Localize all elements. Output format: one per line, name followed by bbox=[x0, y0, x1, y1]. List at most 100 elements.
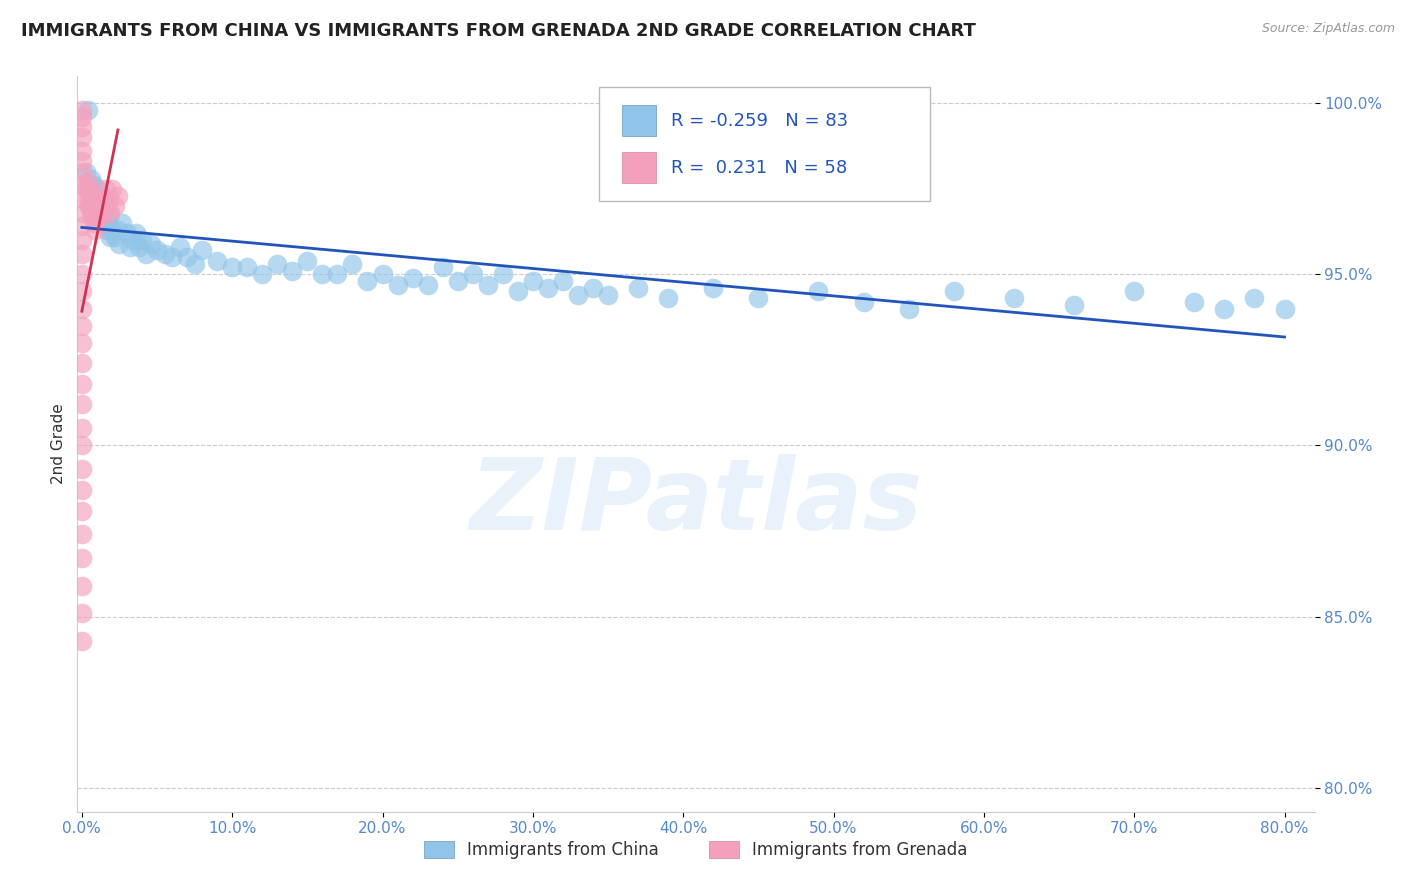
Point bbox=[447, 274, 470, 288]
Point bbox=[135, 247, 157, 261]
Point bbox=[76, 192, 98, 206]
Point bbox=[70, 233, 93, 247]
Point bbox=[506, 285, 529, 299]
Point bbox=[266, 257, 288, 271]
Point bbox=[96, 223, 118, 237]
Point bbox=[70, 318, 93, 333]
Point bbox=[807, 285, 830, 299]
Point bbox=[94, 216, 117, 230]
Point bbox=[80, 192, 103, 206]
Point bbox=[83, 216, 105, 230]
Point bbox=[70, 120, 93, 135]
Point bbox=[118, 240, 141, 254]
Point bbox=[205, 253, 228, 268]
Point bbox=[89, 199, 111, 213]
Text: Source: ZipAtlas.com: Source: ZipAtlas.com bbox=[1261, 22, 1395, 36]
Point bbox=[252, 268, 274, 282]
Point bbox=[75, 164, 97, 178]
Point bbox=[94, 182, 117, 196]
Point bbox=[1063, 298, 1085, 312]
Point bbox=[86, 199, 108, 213]
Point bbox=[70, 335, 93, 350]
Point bbox=[596, 288, 619, 302]
Point bbox=[582, 281, 605, 295]
Point bbox=[1002, 291, 1025, 305]
Point bbox=[1243, 291, 1265, 305]
Point bbox=[84, 205, 107, 219]
Point bbox=[97, 192, 120, 206]
Point bbox=[100, 229, 122, 244]
Point bbox=[183, 257, 205, 271]
Point bbox=[311, 268, 333, 282]
Point bbox=[70, 397, 93, 411]
Point bbox=[139, 236, 162, 251]
Point bbox=[122, 233, 145, 247]
Point bbox=[84, 199, 107, 213]
FancyBboxPatch shape bbox=[599, 87, 929, 201]
Point bbox=[70, 633, 93, 648]
Point bbox=[91, 216, 114, 230]
Point bbox=[221, 260, 243, 275]
Point bbox=[83, 199, 105, 213]
Point bbox=[371, 268, 394, 282]
Point bbox=[747, 291, 769, 305]
Point bbox=[89, 212, 111, 227]
Legend: Immigrants from China, Immigrants from Grenada: Immigrants from China, Immigrants from G… bbox=[418, 834, 974, 866]
Point bbox=[125, 227, 148, 241]
Point bbox=[70, 205, 93, 219]
Point bbox=[657, 291, 679, 305]
Point bbox=[153, 247, 176, 261]
Point bbox=[107, 223, 129, 237]
Point bbox=[461, 268, 484, 282]
Point bbox=[70, 551, 93, 566]
Point bbox=[387, 277, 409, 292]
Point bbox=[70, 421, 93, 435]
Point bbox=[70, 503, 93, 517]
Bar bbox=[621, 105, 657, 136]
Point bbox=[86, 205, 108, 219]
Point bbox=[176, 250, 198, 264]
Point bbox=[115, 227, 138, 241]
Point bbox=[522, 274, 544, 288]
Point bbox=[70, 606, 93, 620]
Bar bbox=[621, 153, 657, 183]
Point bbox=[70, 268, 93, 282]
Point bbox=[492, 268, 515, 282]
Point bbox=[942, 285, 965, 299]
Point bbox=[146, 244, 169, 258]
Point bbox=[79, 199, 101, 213]
Point bbox=[90, 192, 112, 206]
Point bbox=[627, 281, 650, 295]
Point bbox=[93, 192, 115, 206]
Point bbox=[101, 223, 124, 237]
Point bbox=[70, 438, 93, 452]
Point bbox=[70, 110, 93, 124]
Point bbox=[76, 103, 98, 117]
Point bbox=[80, 205, 103, 219]
Point bbox=[79, 182, 101, 196]
Point bbox=[1274, 301, 1296, 316]
Point bbox=[342, 257, 364, 271]
Point bbox=[79, 199, 101, 213]
Point bbox=[128, 240, 150, 254]
Point bbox=[326, 268, 349, 282]
Point bbox=[70, 376, 93, 391]
Point bbox=[897, 301, 920, 316]
Point bbox=[852, 294, 875, 309]
Point bbox=[70, 103, 93, 117]
Point bbox=[101, 182, 124, 196]
Point bbox=[1182, 294, 1205, 309]
Y-axis label: 2nd Grade: 2nd Grade bbox=[51, 403, 66, 484]
Point bbox=[83, 178, 105, 193]
Point bbox=[70, 178, 93, 193]
Point bbox=[76, 175, 98, 189]
Point bbox=[702, 281, 724, 295]
Point bbox=[83, 192, 105, 206]
Text: R = -0.259   N = 83: R = -0.259 N = 83 bbox=[671, 112, 848, 129]
Point bbox=[297, 253, 319, 268]
Point bbox=[84, 223, 107, 237]
Point bbox=[1213, 301, 1236, 316]
Point bbox=[91, 205, 114, 219]
Point bbox=[70, 247, 93, 261]
Point bbox=[82, 192, 104, 206]
